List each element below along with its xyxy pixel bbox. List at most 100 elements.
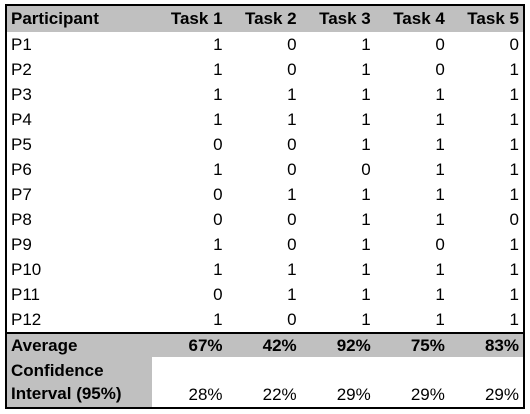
task-result-cell: 0 [287, 310, 297, 329]
task-result-cell: 0 [509, 35, 519, 54]
column-header: Task 2 [244, 9, 297, 28]
task-result-cell: 1 [287, 185, 297, 204]
table-row: P7 0 1 1 1 1 [7, 182, 523, 207]
task-result-cell: 0 [213, 185, 223, 204]
participant-cell: P6 [11, 160, 32, 179]
task-result-cell: 1 [361, 260, 371, 279]
table-row: P5 0 0 1 1 1 [7, 132, 523, 157]
task-result-cell: 1 [509, 185, 519, 204]
task-result-cell: 1 [213, 235, 223, 254]
confidence-interval-value: 22% [262, 385, 297, 404]
confidence-interval-value: 29% [484, 385, 519, 404]
task-result-cell: 1 [213, 310, 223, 329]
task-result-cell: 1 [287, 85, 297, 104]
table-row: P9 1 0 1 0 1 [7, 232, 523, 257]
average-value: 92% [336, 336, 371, 355]
task-result-cell: 0 [361, 160, 371, 179]
column-header: Task 3 [319, 9, 371, 28]
task-result-cell: 1 [509, 260, 519, 279]
task-result-cell: 1 [509, 235, 519, 254]
task-result-cell: 1 [509, 135, 519, 154]
task-result-cell: 0 [435, 235, 445, 254]
task-result-cell: 0 [287, 60, 297, 79]
task-result-cell: 1 [213, 160, 223, 179]
results-table: Participant Task 1 Task 2 Task 3 Task 4 … [5, 4, 525, 409]
participant-cell: P4 [11, 110, 32, 129]
participant-cell: P2 [11, 60, 32, 79]
table-row: P11 0 1 1 1 1 [7, 282, 523, 307]
task-result-cell: 1 [213, 260, 223, 279]
average-value: 42% [262, 336, 297, 355]
task-result-cell: 0 [509, 210, 519, 229]
task-result-cell: 1 [361, 310, 371, 329]
confidence-interval-label: Confidence Interval (95%) [7, 357, 153, 407]
task-result-cell: 1 [361, 60, 371, 79]
column-header: Task 5 [467, 9, 519, 28]
task-result-cell: 1 [361, 135, 371, 154]
table-row: P3 1 1 1 1 1 [7, 82, 523, 107]
task-result-cell: 1 [361, 210, 371, 229]
column-header: Participant [11, 9, 99, 28]
task-result-cell: 0 [287, 210, 297, 229]
task-result-cell: 1 [435, 260, 445, 279]
table-row: P12 1 0 1 1 1 [7, 307, 523, 332]
confidence-interval-row: Confidence Interval (95%) 28% 22% 29% 29… [7, 357, 523, 407]
average-value: 75% [410, 336, 445, 355]
task-result-cell: 1 [435, 310, 445, 329]
task-result-cell: 1 [213, 35, 223, 54]
task-result-cell: 1 [435, 210, 445, 229]
task-result-cell: 1 [509, 310, 519, 329]
task-result-cell: 1 [213, 85, 223, 104]
task-result-cell: 1 [509, 110, 519, 129]
average-value: 83% [484, 336, 519, 355]
task-result-cell: 0 [287, 160, 297, 179]
task-result-cell: 1 [361, 110, 371, 129]
column-header: Task 1 [170, 9, 223, 28]
task-result-cell: 1 [287, 260, 297, 279]
task-result-cell: 1 [435, 185, 445, 204]
column-header: Task 4 [393, 9, 445, 28]
task-result-cell: 1 [213, 110, 223, 129]
table-header-row: Participant Task 1 Task 2 Task 3 Task 4 … [7, 6, 523, 32]
task-result-cell: 1 [435, 110, 445, 129]
participant-cell: P5 [11, 135, 32, 154]
task-result-cell: 1 [213, 60, 223, 79]
task-result-cell: 0 [213, 285, 223, 304]
participant-cell: P11 [11, 285, 40, 304]
average-value: 67% [188, 336, 223, 355]
task-result-cell: 0 [287, 35, 297, 54]
task-result-cell: 0 [435, 60, 445, 79]
participant-cell: P12 [11, 310, 42, 329]
task-result-cell: 1 [287, 285, 297, 304]
task-result-cell: 1 [435, 135, 445, 154]
task-result-cell: 1 [361, 35, 371, 54]
participant-cell: P7 [11, 185, 32, 204]
average-label: Average [11, 336, 78, 355]
participant-cell: P9 [11, 235, 32, 254]
task-result-cell: 1 [509, 160, 519, 179]
task-result-cell: 1 [287, 110, 297, 129]
participant-cell: P10 [11, 260, 42, 279]
participant-cell: P3 [11, 85, 32, 104]
participant-cell: P1 [11, 35, 32, 54]
confidence-interval-value: 29% [336, 385, 371, 404]
task-result-cell: 0 [435, 35, 445, 54]
task-result-cell: 1 [509, 85, 519, 104]
task-result-cell: 1 [509, 60, 519, 79]
confidence-interval-value: 29% [410, 385, 445, 404]
task-result-cell: 1 [361, 235, 371, 254]
task-result-cell: 1 [435, 160, 445, 179]
table-body: P1 1 0 1 0 0 P2 1 0 1 0 1 P3 1 1 1 1 1 P4 1 1 1 1 1 P5 0 0 1 1 1 P6 1 0 0… [7, 32, 523, 332]
participant-cell: P8 [11, 210, 32, 229]
table-row: P10 1 1 1 1 1 [7, 257, 523, 282]
confidence-interval-value: 28% [188, 385, 223, 404]
task-result-cell: 1 [361, 85, 371, 104]
table-row: P2 1 0 1 0 1 [7, 57, 523, 82]
average-row: Average 67% 42% 92% 75% 83% [7, 332, 523, 357]
table-row: P8 0 0 1 1 0 [7, 207, 523, 232]
task-result-cell: 1 [509, 285, 519, 304]
task-result-cell: 0 [287, 235, 297, 254]
task-result-cell: 1 [361, 285, 371, 304]
task-result-cell: 1 [435, 85, 445, 104]
task-result-cell: 1 [435, 285, 445, 304]
